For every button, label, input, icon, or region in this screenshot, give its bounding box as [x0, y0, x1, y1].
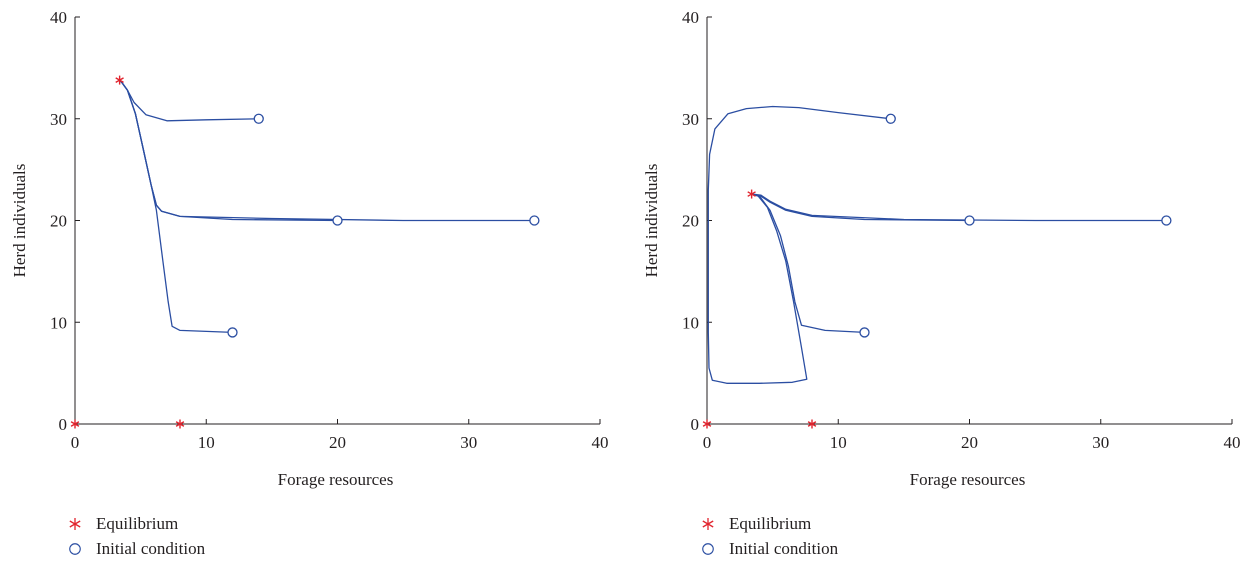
x-tick-label: 40	[1224, 433, 1241, 452]
equilibrium-marker	[115, 75, 124, 85]
equilibrium-marker	[747, 189, 756, 199]
x-tick-label: 30	[460, 433, 477, 452]
blue-circle-icon	[701, 539, 715, 559]
trajectory-line-1	[119, 79, 259, 122]
y-tick-label: 20	[50, 212, 67, 231]
equilibrium-marker	[807, 419, 817, 429]
legend-label-equilibrium: Equilibrium	[729, 514, 812, 533]
y-tick-label: 30	[50, 110, 67, 129]
trajectory-line-4	[119, 79, 233, 334]
legend-item-equilibrium: Equilibrium	[701, 511, 838, 536]
phase-plot-left: 0 10 20 30 40 0 10 20 30 40 Forage resources Herd i…	[10, 8, 609, 489]
trajectory-line-3	[751, 193, 1167, 222]
x-tick-label: 40	[592, 433, 609, 452]
trajectory-line-4	[751, 193, 865, 334]
phase-plot-right: 0 10 20 30 40 0 10 20 30 40 Forage resources Herd i…	[642, 8, 1241, 489]
blue-circle-icon	[68, 539, 82, 559]
initial-condition-marker	[859, 327, 870, 338]
equilibrium-stroke	[115, 77, 124, 83]
equilibrium-stroke	[175, 421, 185, 427]
initial-condition-marker	[1161, 215, 1172, 226]
initial-condition-marker	[964, 215, 975, 226]
y-tick-label: 40	[682, 8, 699, 27]
initial-condition-marker	[885, 113, 896, 124]
initial-condition-marker	[332, 215, 343, 226]
y-tick-label: 10	[50, 313, 67, 332]
x-tick-label: 20	[329, 433, 346, 452]
y-tick-label: 30	[682, 110, 699, 129]
x-axis-label: Forage resources	[910, 470, 1026, 489]
y-tick-label: 40	[50, 8, 67, 27]
legend-right: Equilibrium Initial condition	[701, 511, 838, 561]
equilibrium-stroke	[747, 191, 756, 197]
x-tick-label: 0	[703, 433, 712, 452]
legend-left: Equilibrium Initial condition	[68, 511, 205, 561]
equilibrium-marker	[175, 419, 185, 429]
red-asterisk-icon	[701, 514, 715, 534]
initial-condition-marker	[529, 215, 540, 226]
y-tick-label: 0	[691, 415, 700, 434]
legend-label-equilibrium: Equilibrium	[96, 514, 179, 533]
trajectory-line-2	[119, 79, 338, 222]
y-axis-label: Herd individuals	[10, 164, 29, 278]
y-tick-label: 0	[59, 415, 68, 434]
legend-item-equilibrium: Equilibrium	[68, 511, 205, 536]
trajectory-line-1	[707, 105, 891, 384]
trajectory-line-2	[751, 193, 970, 222]
initial-condition-marker	[227, 327, 238, 338]
legend-item-initial-condition: Initial condition	[68, 536, 205, 561]
equilibrium-stroke	[807, 421, 817, 427]
x-axis-label: Forage resources	[278, 470, 394, 489]
chart-panel-right: 0 10 20 30 40 0 10 20 30 40 Forage resources Herd i…	[632, 0, 1249, 563]
y-tick-label: 20	[682, 212, 699, 231]
legend-item-initial-condition: Initial condition	[701, 536, 838, 561]
y-tick-label: 10	[682, 313, 699, 332]
equilibrium-stroke	[70, 421, 80, 427]
legend-label-initial-condition: Initial condition	[729, 539, 839, 558]
equilibrium-marker	[702, 419, 712, 429]
red-asterisk-icon	[68, 514, 82, 534]
x-tick-label: 10	[830, 433, 847, 452]
legend-label-initial-condition: Initial condition	[96, 539, 206, 558]
x-tick-label: 0	[71, 433, 80, 452]
equilibrium-marker	[70, 419, 80, 429]
x-tick-label: 30	[1092, 433, 1109, 452]
chart-panel-left: 0 10 20 30 40 0 10 20 30 40 Forage resources Herd i…	[0, 0, 624, 563]
trajectory-line-3	[119, 79, 535, 222]
equilibrium-stroke	[702, 421, 712, 427]
x-tick-label: 20	[961, 433, 978, 452]
initial-condition-marker	[253, 113, 264, 124]
y-axis-label: Herd individuals	[642, 164, 661, 278]
x-tick-label: 10	[198, 433, 215, 452]
